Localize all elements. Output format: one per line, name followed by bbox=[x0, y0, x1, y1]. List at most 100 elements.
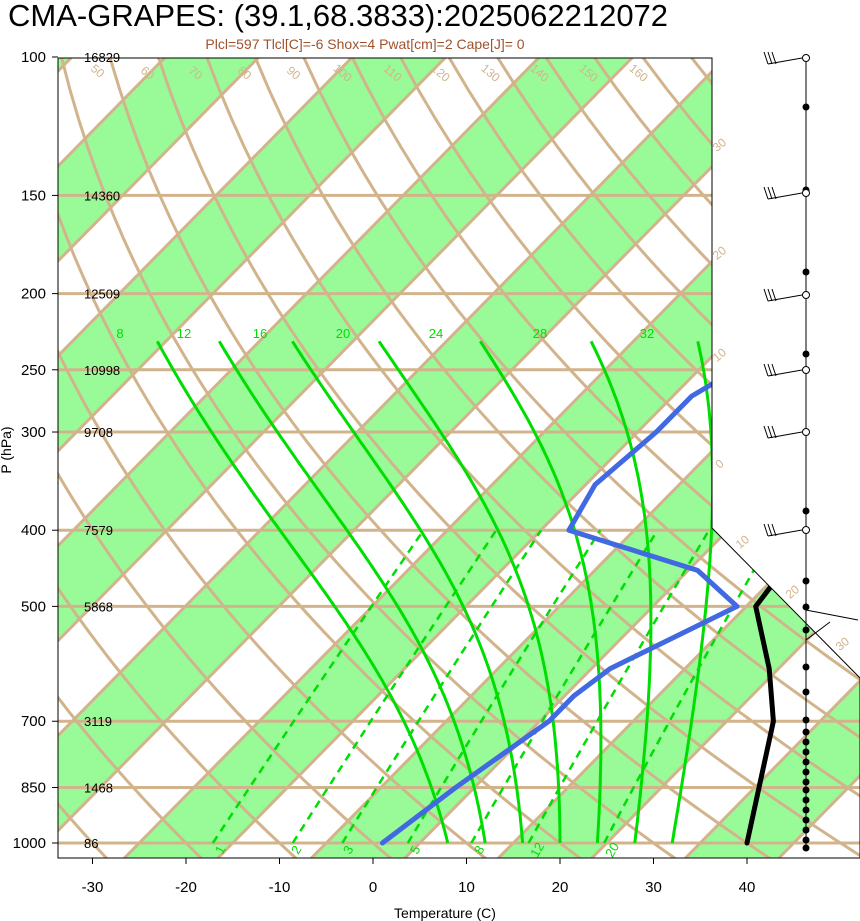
moist-adiabat-label: 20 bbox=[336, 326, 350, 341]
height-label: 9708 bbox=[84, 425, 113, 440]
dry-adiabat-label: 20 bbox=[710, 243, 729, 263]
dry-adiabat-label: 130 bbox=[478, 61, 503, 85]
dry-adiabat-line bbox=[58, 58, 489, 858]
isotherm-line bbox=[58, 58, 822, 858]
dry-adiabat-line bbox=[156, 58, 860, 858]
wind-barb-shaft bbox=[767, 192, 803, 200]
wind-barb-flag bbox=[763, 288, 769, 302]
x-tick-label: 40 bbox=[739, 879, 756, 896]
x-tick-label: -30 bbox=[82, 879, 104, 896]
profiles bbox=[379, 58, 860, 846]
x-tick-label: -10 bbox=[269, 879, 291, 896]
mixing-ratio-label: 20 bbox=[602, 840, 622, 860]
dry-adiabat-line bbox=[58, 58, 394, 858]
moist-adiabat-line bbox=[377, 340, 562, 843]
mixing-ratio-line bbox=[211, 529, 425, 844]
wind-level-dot bbox=[802, 758, 810, 766]
height-label: 3119 bbox=[84, 714, 112, 729]
wind-calm-circle bbox=[802, 428, 810, 436]
mixing-ratio-line bbox=[406, 529, 602, 844]
wind-barb-shaft bbox=[805, 609, 859, 621]
isotherm-line bbox=[58, 58, 541, 858]
height-label: 14360 bbox=[84, 188, 120, 203]
y-tick-label: 250 bbox=[21, 362, 46, 379]
wind-level-dot bbox=[802, 728, 810, 736]
wind-level-dot bbox=[802, 796, 810, 804]
wind-level-dot bbox=[802, 778, 810, 786]
mixing-ratio-line bbox=[341, 529, 543, 844]
wind-level-dot bbox=[802, 626, 810, 634]
dry-adiabat-label: 30 bbox=[833, 634, 852, 654]
wind-level-dot bbox=[802, 738, 810, 746]
dry-adiabat-line bbox=[108, 58, 773, 858]
y-tick-label: 400 bbox=[21, 522, 46, 539]
chart-title: CMA-GRAPES: (39.1,68.3833):2025062212072 bbox=[8, 0, 668, 33]
dry-adiabat-label: 10 bbox=[710, 345, 729, 365]
x-tick-label: 10 bbox=[458, 879, 475, 896]
mixing-ratio-line bbox=[470, 529, 659, 844]
wind-barb-flag bbox=[767, 523, 773, 537]
plot-area bbox=[58, 58, 860, 858]
wind-level-dot bbox=[802, 103, 810, 111]
isotherm-line bbox=[215, 58, 860, 858]
isotherm-line bbox=[682, 58, 860, 858]
isotherm-line bbox=[58, 58, 261, 858]
wind-level-dot bbox=[802, 350, 810, 358]
temperature-axis: -30 -20 -10 0 10 20 30 40 bbox=[82, 858, 756, 896]
mixing-ratio-line bbox=[527, 529, 711, 844]
wind-barb-flag bbox=[771, 51, 777, 65]
moist-adiabat-label: 24 bbox=[429, 326, 443, 341]
wind-barb-flag bbox=[771, 363, 777, 377]
dry-adiabat-label: 90 bbox=[284, 63, 303, 83]
dry-adiabat-line bbox=[399, 58, 860, 858]
moist-adiabat-label: 12 bbox=[177, 326, 191, 341]
wind-barb-shaft bbox=[767, 294, 803, 302]
wind-barb-shaft bbox=[767, 57, 803, 65]
isotherm-line bbox=[308, 58, 860, 858]
y-tick-label: 500 bbox=[21, 598, 46, 615]
wind-level-dot bbox=[802, 844, 810, 852]
height-label: 16829 bbox=[84, 50, 120, 65]
wind-level-dot bbox=[802, 688, 810, 696]
chart-subtitle: Plcl=597 Tlcl[C]=-6 Shox=4 Pwat[cm]=2 Ca… bbox=[205, 36, 524, 52]
x-tick-label: -20 bbox=[175, 879, 197, 896]
temperature-band bbox=[58, 58, 633, 858]
wind-barb-flag bbox=[767, 363, 773, 377]
wind-level-dot bbox=[802, 786, 810, 794]
mixing-ratio-label: 12 bbox=[527, 840, 547, 860]
wind-barb-flag bbox=[771, 186, 777, 200]
wind-level-dot bbox=[802, 748, 810, 756]
dewpoint-profile-line bbox=[379, 58, 860, 846]
wind-level-dot bbox=[802, 663, 810, 671]
wind-calm-circle bbox=[802, 291, 810, 299]
temperature-band bbox=[58, 58, 820, 858]
y-tick-label: 200 bbox=[21, 286, 46, 303]
dry-adiabat-line bbox=[58, 58, 583, 858]
plot-frame bbox=[57, 57, 860, 859]
wind-barb-shaft bbox=[767, 369, 803, 377]
wind-barb-flag bbox=[771, 425, 777, 439]
dry-adiabat-line bbox=[58, 58, 204, 858]
wind-barb-column bbox=[763, 51, 859, 852]
wind-barb-flag bbox=[771, 523, 777, 537]
wind-barb-flag bbox=[767, 425, 773, 439]
wind-level-dot bbox=[802, 806, 810, 814]
x-tick-label: 30 bbox=[645, 879, 662, 896]
x-axis-label: Temperature (C) bbox=[394, 905, 496, 921]
dry-adiabat-line bbox=[205, 58, 860, 858]
temperature-band bbox=[496, 58, 860, 858]
wind-calm-circle bbox=[802, 54, 810, 62]
dry-adiabat-line bbox=[302, 58, 860, 858]
dry-adiabat-label: 30 bbox=[710, 135, 729, 155]
y-tick-label: 300 bbox=[21, 424, 46, 441]
dry-adiabat-label: 10 bbox=[733, 532, 752, 552]
wind-barb-flag bbox=[767, 186, 773, 200]
height-label: 5868 bbox=[84, 599, 113, 614]
dry-adiabat-line bbox=[447, 58, 860, 858]
y-tick-label: 850 bbox=[21, 780, 46, 797]
y-tick-label: 700 bbox=[21, 713, 46, 730]
wind-barb-flag bbox=[763, 186, 769, 200]
mixing-ratio-line bbox=[291, 529, 498, 844]
wind-level-dot bbox=[802, 768, 810, 776]
